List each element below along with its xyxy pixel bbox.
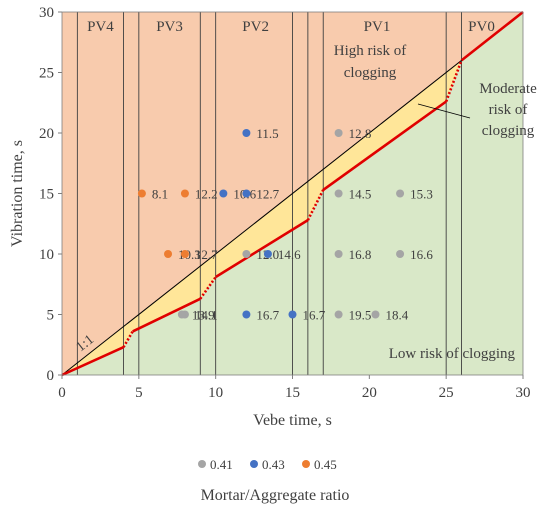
- zone-label-pv0: PV0: [468, 19, 495, 35]
- y-tick-label: 15: [39, 187, 54, 203]
- data-label: 14.6: [278, 247, 301, 262]
- data-label: 15.3: [410, 187, 433, 202]
- data-point-043: [288, 310, 297, 319]
- boundary-line: [61, 346, 125, 377]
- y-tick-label: 25: [39, 66, 54, 82]
- data-label: 13.9: [192, 308, 215, 323]
- data-point-045: [137, 189, 146, 198]
- data-label: 12.8: [349, 126, 372, 141]
- legend-label: 0.43: [262, 457, 285, 472]
- data-point-045: [180, 250, 189, 258]
- data-point-045: [164, 250, 173, 258]
- data-point-041: [334, 250, 343, 258]
- moderate-risk-label: clogging: [482, 123, 535, 139]
- x-tick-label: 5: [135, 385, 143, 401]
- zone-label-pv3: PV3: [156, 19, 183, 35]
- x-tick-label: 0: [58, 385, 66, 401]
- moderate-risk-label: risk of: [489, 102, 528, 118]
- data-point-043: [263, 250, 272, 258]
- boundary-line: [460, 10, 524, 62]
- data-label: 12.7: [256, 187, 279, 202]
- x-axis-title: Vebe time, s: [253, 412, 332, 429]
- data-point-043: [242, 189, 251, 198]
- legend-title: Mortar/Aggregate ratio: [201, 487, 350, 504]
- data-point-043: [242, 310, 251, 319]
- moderate-risk-label: Moderate: [479, 81, 537, 97]
- legend-label: 0.41: [210, 457, 233, 472]
- x-tick-label: 30: [516, 385, 531, 401]
- y-tick-label: 20: [39, 126, 54, 142]
- data-label: 18.4: [385, 308, 408, 323]
- x-tick-label: 20: [362, 385, 377, 401]
- data-point-041: [334, 129, 343, 137]
- boundary-dotted-line: [199, 276, 217, 300]
- data-label: 16.8: [349, 247, 372, 262]
- data-label: 14.1: [195, 308, 218, 323]
- data-label: 14.5: [349, 187, 372, 202]
- zone-label-pv2: PV2: [242, 19, 269, 35]
- data-point-043: [219, 189, 228, 198]
- y-tick-label: 30: [39, 5, 54, 21]
- boundary-dotted-line: [444, 59, 463, 102]
- data-label: 8.1: [152, 187, 168, 202]
- x-tick-label: 10: [208, 385, 223, 401]
- zone-label-pv4: PV4: [87, 19, 114, 35]
- data-point-041: [396, 250, 405, 258]
- boundary-dotted-line: [306, 189, 325, 221]
- data-point-041: [334, 310, 343, 319]
- data-point-041: [334, 189, 343, 198]
- legend-label: 0.45: [314, 457, 337, 472]
- zone-label-pv1: PV1: [364, 19, 391, 35]
- y-tick-label: 0: [47, 368, 55, 384]
- boundary-dotted-line: [122, 330, 134, 348]
- y-axis-title: Vibration time, s: [9, 140, 26, 247]
- low-risk-label: Low risk of clogging: [389, 346, 516, 362]
- line-1to1: [61, 11, 524, 376]
- data-point-043: [242, 129, 251, 137]
- x-tick-label: 15: [285, 385, 300, 401]
- legend-marker-045: [302, 460, 310, 468]
- boundary-line: [132, 297, 201, 333]
- high-risk-label: clogging: [344, 65, 397, 81]
- data-label: 12.7: [195, 247, 218, 262]
- y-tick-label: 5: [47, 308, 55, 324]
- high-risk-label: High risk of: [334, 43, 407, 59]
- legend-marker-041: [198, 460, 206, 468]
- boundary-line: [215, 218, 309, 279]
- y-tick-label: 10: [39, 247, 54, 263]
- data-label: 12.2: [195, 187, 218, 202]
- data-label: 19.5: [349, 308, 372, 323]
- data-point-041: [242, 250, 251, 258]
- data-label: 16.7: [256, 308, 279, 323]
- boundary-line: [322, 100, 447, 191]
- data-point-041: [177, 310, 186, 319]
- moderate-risk-leader: [417, 103, 471, 119]
- data-point-041: [371, 310, 380, 319]
- data-point-045: [180, 189, 189, 198]
- data-label: 11.5: [256, 126, 278, 141]
- low-risk-region: [62, 12, 523, 375]
- x-tick-label: 25: [439, 385, 454, 401]
- data-point-041: [396, 189, 405, 198]
- data-label: 16.7: [303, 308, 326, 323]
- data-label: 16.6: [410, 247, 433, 262]
- legend-marker-043: [250, 460, 258, 468]
